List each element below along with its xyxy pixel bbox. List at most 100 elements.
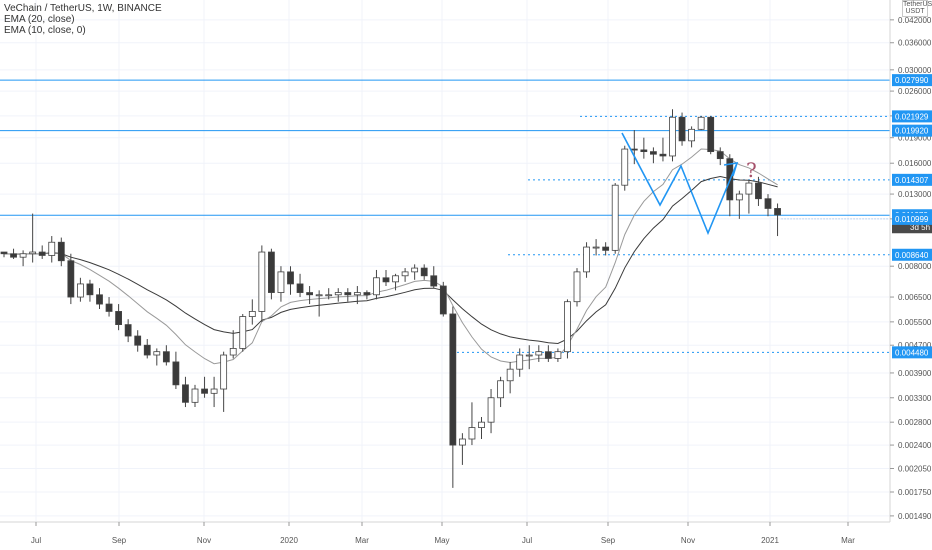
candle-up: [506, 368, 514, 382]
candle-down: [296, 283, 304, 293]
candle-up: [248, 311, 256, 317]
candle-up: [210, 388, 218, 394]
candle-down: [86, 283, 94, 296]
candle-down: [630, 148, 638, 151]
time-tick-label: Mar: [355, 536, 369, 545]
candle-up: [411, 267, 419, 273]
symbol-title: VeChain / TetherUS, 1W, BINANCE: [4, 3, 162, 14]
candle-up: [478, 421, 485, 428]
candle-up: [401, 271, 409, 277]
question-mark: ?: [746, 158, 757, 182]
price-tick-label: 0.004700: [898, 341, 932, 350]
candle-up: [392, 275, 399, 283]
candle-down: [287, 271, 294, 285]
candle-down: [363, 292, 371, 296]
candle-up: [497, 380, 505, 399]
candle-down: [707, 116, 715, 153]
currency-code: USDT: [905, 8, 925, 15]
candle-up: [468, 427, 476, 440]
price-tick-label: 0.016000: [898, 159, 932, 168]
candle-down: [544, 351, 552, 359]
level-price-badge: [892, 173, 932, 186]
candle-up: [564, 301, 571, 353]
candle-up: [77, 283, 84, 298]
price-tick-label: 0.030000: [898, 66, 932, 75]
price-tick-label: 0.019000: [898, 134, 932, 143]
price-tick-label: 0.002050: [898, 464, 932, 473]
candle-down: [650, 151, 657, 155]
chart-grid: [0, 0, 890, 522]
candle-up: [611, 184, 619, 251]
candle-down: [134, 335, 142, 346]
candle-down: [774, 208, 781, 216]
price-tick-label: 0.042000: [898, 16, 932, 25]
ema-lines: [3, 148, 778, 365]
candle-up: [535, 351, 543, 356]
candle-down: [659, 153, 667, 157]
price-tick-label: 0.026000: [898, 87, 932, 96]
candle-down: [201, 388, 208, 394]
currency-selector[interactable]: TetherUS USDT: [902, 0, 932, 17]
last-price-label: 0.010999: [895, 215, 929, 224]
price-axis-background: [890, 0, 932, 550]
time-axis[interactable]: Jul Sep Nov 2020 Mar May Jul Sep Nov 2021 Mar: [0, 521, 890, 545]
price-tick-label: 0.005500: [898, 318, 932, 327]
candle-down: [344, 292, 352, 296]
level-price-label: 0.004480: [895, 348, 929, 357]
level-price-badge: [892, 124, 932, 137]
candle-up: [573, 271, 581, 303]
level-price-label: 0.014307: [895, 176, 929, 185]
time-tick-label: Jul: [522, 536, 532, 545]
countdown-label: 3d 5h: [910, 223, 930, 232]
candle-up: [48, 241, 56, 256]
candle-up: [334, 292, 342, 296]
ema20-line: [3, 175, 778, 345]
candle-down: [96, 294, 103, 305]
price-tick-label: 0.002800: [898, 418, 932, 427]
level-price-badge: [892, 74, 932, 87]
projection-drawing: ?: [621, 132, 757, 236]
candle-down: [182, 384, 189, 403]
horizontal-levels: [0, 79, 890, 353]
candle-up: [592, 246, 600, 249]
candle-down: [67, 260, 75, 298]
candle-up: [745, 182, 753, 195]
price-tick-label: 0.003900: [898, 369, 932, 378]
candle-up: [697, 116, 705, 130]
candle-up: [258, 251, 266, 312]
candle-up: [19, 253, 27, 258]
price-axis[interactable]: 0.0420000.0360000.0300000.0260000.022000…: [889, 0, 932, 550]
candle-up: [621, 148, 629, 186]
candle-up: [458, 438, 466, 446]
candle-down: [382, 277, 390, 283]
candle-down: [38, 251, 46, 256]
candle-up: [353, 292, 361, 296]
candle-down: [115, 311, 122, 325]
price-tick-label: 0.006500: [898, 293, 932, 302]
candle-up: [554, 351, 562, 359]
candle-up: [525, 354, 533, 357]
price-tick-label: 0.013000: [898, 190, 932, 199]
level-price-label: 0.019920: [895, 127, 929, 136]
projection-path: [621, 132, 738, 236]
time-tick-label: Nov: [197, 536, 211, 545]
candle-up: [516, 354, 524, 370]
price-tick-label: 0.036000: [898, 39, 932, 48]
price-tick-label: 0.001490: [898, 512, 932, 521]
level-price-label: 0.021929: [895, 112, 929, 121]
candlesticks: [0, 109, 781, 488]
candle-down: [267, 251, 275, 293]
candle-down: [10, 253, 17, 258]
candle-up: [735, 193, 743, 201]
candle-down: [430, 275, 438, 287]
candle-down: [716, 151, 724, 160]
candle-up: [325, 294, 333, 297]
level-price-label: 0.027990: [895, 76, 929, 85]
time-tick-label: 2021: [761, 536, 779, 545]
time-tick-label: Sep: [112, 536, 127, 545]
price-tick-label: 0.001750: [898, 488, 932, 497]
projection-arrowhead: [723, 162, 739, 177]
candle-up: [669, 116, 676, 157]
candle-down: [678, 116, 686, 142]
